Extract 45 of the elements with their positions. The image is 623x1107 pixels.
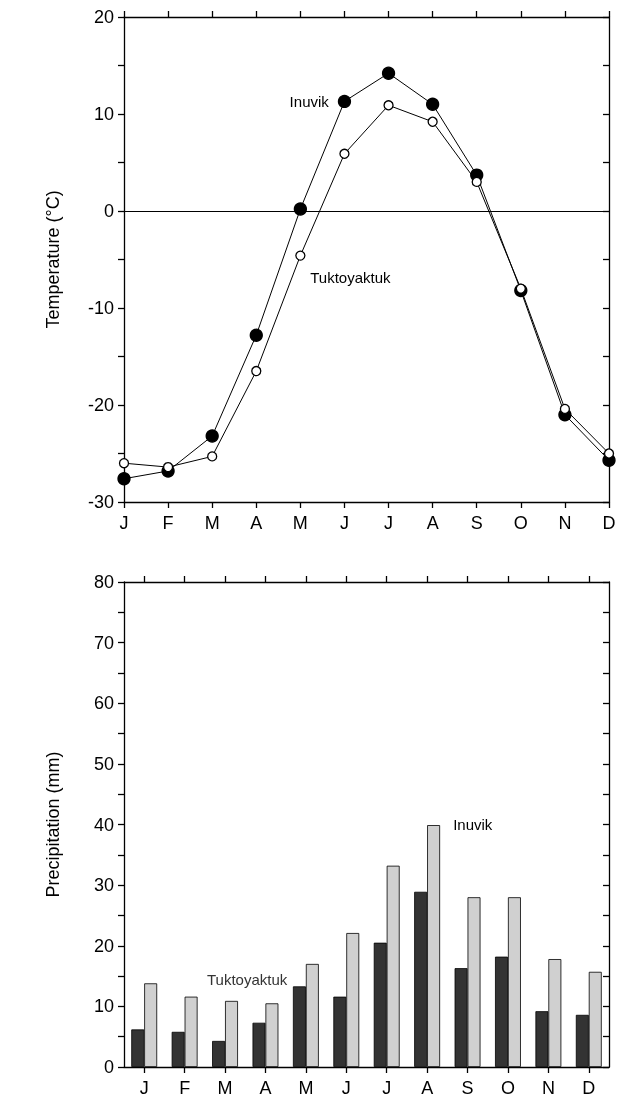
- x-tick-label: S: [470, 513, 483, 533]
- y-tick-label: 60: [93, 693, 114, 714]
- y-tick-label: 10: [93, 996, 114, 1017]
- x-tick-label: M: [292, 513, 308, 533]
- series-label: Tuktoyaktuk: [206, 971, 288, 989]
- y-tick-label: 80: [93, 572, 114, 592]
- x-tick-label: A: [250, 513, 263, 533]
- series-label: Inuvik: [289, 92, 330, 110]
- y-tick-label: 40: [93, 814, 114, 835]
- x-tick-label: D: [582, 1078, 596, 1098]
- y-tick-label: 0: [103, 1057, 114, 1077]
- y-tick-label: 20: [93, 7, 114, 27]
- y-tick-label: 50: [93, 753, 114, 774]
- x-tick-label: S: [461, 1078, 474, 1098]
- x-tick-label: M: [204, 513, 220, 533]
- x-tick-label: J: [384, 513, 394, 533]
- x-tick-label: J: [119, 513, 129, 533]
- x-tick-label: J: [341, 1078, 351, 1098]
- x-tick-label: A: [421, 1078, 434, 1098]
- x-tick-label: A: [426, 513, 439, 533]
- x-tick-label: D: [602, 513, 616, 533]
- y-tick-label: 30: [93, 875, 114, 896]
- x-tick-label: J: [139, 1078, 149, 1098]
- y-tick-label: 10: [93, 104, 114, 124]
- series-label: Inuvik: [453, 816, 493, 834]
- y-tick-label: -30: [87, 492, 114, 512]
- y-axis-title: Temperature (°C): [43, 190, 63, 329]
- x-tick-label: F: [162, 513, 174, 533]
- y-tick-label: -10: [87, 298, 114, 318]
- x-tick-label: N: [558, 513, 572, 533]
- y-tick-label: 0: [103, 201, 114, 221]
- y-tick-label: 20: [93, 935, 114, 956]
- y-axis-title: Precipitation (mm): [43, 751, 63, 898]
- x-tick-label: O: [513, 513, 528, 533]
- series-label: Tuktoyaktuk: [310, 268, 392, 286]
- x-tick-label: M: [298, 1078, 314, 1098]
- y-tick-label: -20: [87, 395, 114, 415]
- x-tick-label: J: [339, 513, 349, 533]
- y-tick-label: 70: [93, 632, 114, 653]
- x-tick-label: O: [500, 1078, 515, 1098]
- x-tick-label: J: [382, 1078, 392, 1098]
- x-tick-label: F: [179, 1078, 191, 1098]
- x-tick-label: N: [541, 1078, 555, 1098]
- x-tick-label: M: [217, 1078, 233, 1098]
- x-tick-label: A: [259, 1078, 272, 1098]
